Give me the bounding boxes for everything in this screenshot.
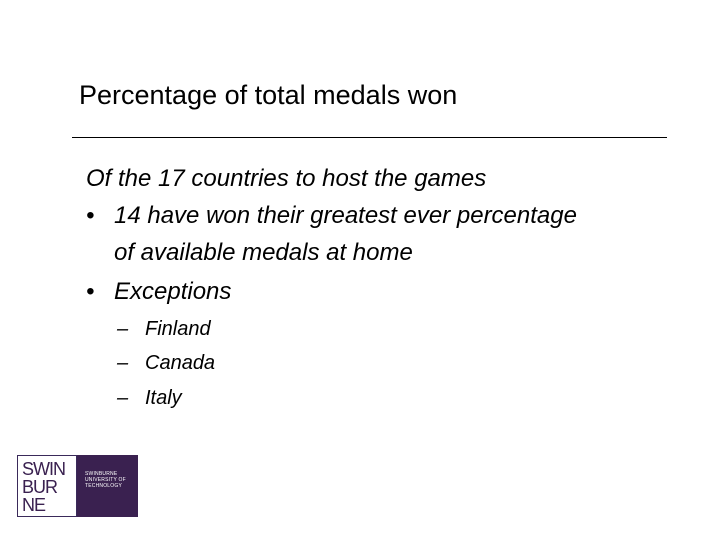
logo-line: NE — [22, 495, 46, 515]
sub-bullet-dash: – — [117, 352, 129, 374]
bullet-text: Exceptions — [114, 278, 232, 305]
swinburne-logo: SWIN BUR NE SWINBURNE UNIVERSITY OF TECH… — [17, 455, 138, 517]
logo-line: SWIN — [22, 459, 66, 479]
sub-bullet-canada: Canada — [145, 352, 216, 374]
intro-text: Of the 17 countries to host the games — [86, 165, 487, 192]
bullet-marker: • — [86, 278, 95, 305]
bullet-text: 14 have won their greatest ever percenta… — [114, 202, 577, 229]
sub-bullet-finland: Finland — [145, 318, 211, 340]
logo-wordmark: SWIN BUR NE — [17, 455, 77, 517]
bullet-text-continued: of available medals at home — [114, 239, 413, 266]
sub-bullet-italy: Italy — [145, 387, 182, 409]
logo-tag-line: TECHNOLOGY — [85, 483, 123, 489]
logo-tag-line: SWINBURNE — [85, 471, 118, 477]
slide-title: Percentage of total medals won — [79, 80, 458, 110]
logo-tag-line: UNIVERSITY OF — [85, 477, 126, 483]
sub-bullet-dash: – — [117, 318, 129, 340]
logo-line: BUR — [22, 477, 58, 497]
logo-tagline: SWINBURNE UNIVERSITY OF TECHNOLOGY — [77, 455, 138, 517]
bullet-marker: • — [86, 202, 95, 229]
title-divider — [72, 137, 667, 138]
sub-bullet-dash: – — [117, 387, 129, 409]
